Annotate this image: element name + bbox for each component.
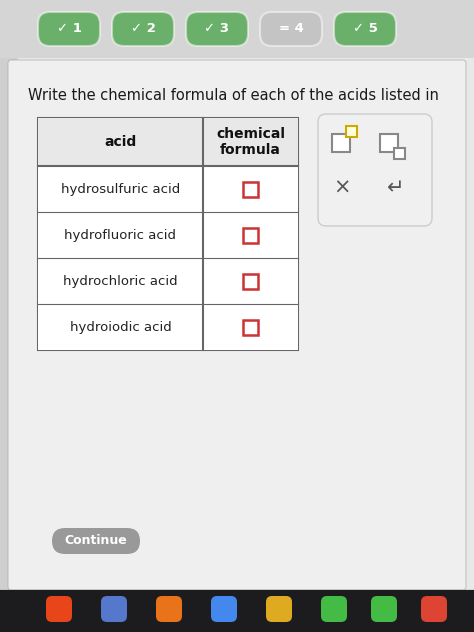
Bar [0, 0, 474, 58]
Bar [243, 274, 258, 288]
Text: ✓ 1: ✓ 1 [56, 23, 82, 35]
Bar [332, 134, 350, 152]
Text: acid: acid [104, 135, 137, 149]
FancyBboxPatch shape [38, 12, 100, 46]
Bar [243, 181, 258, 197]
FancyBboxPatch shape [8, 60, 466, 590]
FancyBboxPatch shape [46, 596, 72, 622]
Text: hydrofluoric acid: hydrofluoric acid [64, 229, 176, 241]
Text: hydrosulfuric acid: hydrosulfuric acid [61, 183, 180, 195]
FancyBboxPatch shape [318, 114, 432, 226]
FancyBboxPatch shape [101, 596, 127, 622]
Polygon shape [0, 0, 18, 590]
Bar [380, 134, 398, 152]
Text: chemical
formula: chemical formula [216, 127, 285, 157]
Bar [38, 258, 298, 304]
FancyBboxPatch shape [334, 12, 396, 46]
FancyBboxPatch shape [321, 596, 347, 622]
Bar [346, 126, 357, 137]
Bar [394, 148, 405, 159]
Text: Write the chemical formula of each of the acids listed in: Write the chemical formula of each of th… [28, 88, 439, 103]
Text: ↵: ↵ [387, 178, 405, 198]
Bar [38, 304, 298, 350]
Text: ✓ 5: ✓ 5 [353, 23, 377, 35]
FancyBboxPatch shape [266, 596, 292, 622]
Bar [243, 320, 258, 334]
FancyBboxPatch shape [211, 596, 237, 622]
Text: ✓ 2: ✓ 2 [130, 23, 155, 35]
Text: hydrochloric acid: hydrochloric acid [63, 274, 178, 288]
Text: = 4: = 4 [279, 23, 303, 35]
FancyBboxPatch shape [112, 12, 174, 46]
FancyBboxPatch shape [186, 12, 248, 46]
Text: hydroiodic acid: hydroiodic acid [70, 320, 172, 334]
Text: ×: × [333, 178, 351, 198]
FancyBboxPatch shape [421, 596, 447, 622]
Text: ✓ 3: ✓ 3 [204, 23, 229, 35]
FancyBboxPatch shape [371, 596, 397, 622]
Bar [0, 590, 474, 632]
Bar [38, 118, 298, 166]
Bar [38, 166, 298, 212]
FancyBboxPatch shape [156, 596, 182, 622]
Bar [38, 118, 298, 350]
Bar [38, 212, 298, 258]
FancyBboxPatch shape [260, 12, 322, 46]
Text: Continue: Continue [64, 535, 128, 547]
Bar [243, 228, 258, 243]
FancyBboxPatch shape [52, 528, 140, 554]
